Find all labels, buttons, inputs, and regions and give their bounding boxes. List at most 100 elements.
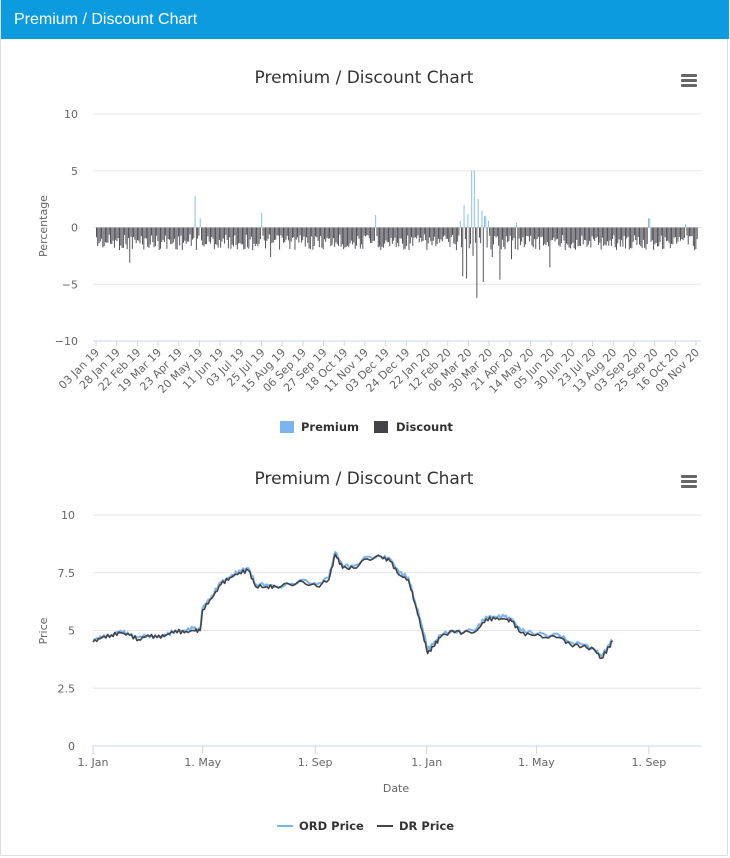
discount-bar[interactable] bbox=[598, 227, 599, 245]
discount-bar[interactable] bbox=[211, 227, 213, 238]
discount-bar[interactable] bbox=[557, 227, 559, 239]
discount-bar[interactable] bbox=[218, 227, 220, 240]
discount-bar[interactable] bbox=[313, 227, 315, 246]
discount-bar[interactable] bbox=[400, 227, 402, 239]
discount-bar[interactable] bbox=[291, 227, 293, 238]
discount-bar[interactable] bbox=[642, 227, 644, 240]
discount-bar[interactable] bbox=[505, 227, 507, 237]
discount-bar[interactable] bbox=[475, 227, 477, 243]
discount-bar[interactable] bbox=[370, 227, 371, 243]
premium-bar[interactable] bbox=[375, 215, 377, 228]
discount-bar[interactable] bbox=[466, 227, 468, 279]
discount-bar[interactable] bbox=[662, 227, 664, 250]
discount-bar[interactable] bbox=[639, 227, 640, 245]
discount-bar[interactable] bbox=[169, 227, 170, 240]
discount-bar[interactable] bbox=[420, 227, 421, 238]
discount-bar[interactable] bbox=[539, 227, 541, 250]
discount-bar[interactable] bbox=[215, 227, 217, 245]
discount-bar[interactable] bbox=[181, 227, 183, 250]
discount-bar[interactable] bbox=[338, 227, 339, 246]
discount-bar[interactable] bbox=[270, 227, 272, 258]
discount-bar[interactable] bbox=[263, 227, 265, 241]
discount-bar[interactable] bbox=[528, 227, 530, 242]
discount-bar[interactable] bbox=[131, 227, 133, 249]
discount-bar[interactable] bbox=[233, 227, 234, 247]
discount-bar[interactable] bbox=[135, 227, 137, 244]
discount-bar[interactable] bbox=[245, 227, 247, 235]
discount-bar[interactable] bbox=[136, 227, 138, 241]
discount-bar[interactable] bbox=[680, 227, 681, 241]
discount-bar[interactable] bbox=[404, 227, 406, 249]
discount-bar[interactable] bbox=[335, 227, 337, 243]
discount-bar[interactable] bbox=[97, 227, 99, 247]
discount-bar[interactable] bbox=[425, 227, 427, 241]
discount-bar[interactable] bbox=[665, 227, 667, 242]
discount-bar[interactable] bbox=[117, 227, 119, 239]
discount-bar[interactable] bbox=[430, 227, 432, 242]
discount-bar[interactable] bbox=[636, 227, 638, 245]
discount-bar[interactable] bbox=[668, 227, 670, 243]
discount-bar[interactable] bbox=[174, 227, 176, 239]
discount-bar[interactable] bbox=[687, 227, 689, 245]
discount-bar[interactable] bbox=[373, 227, 375, 241]
discount-bar[interactable] bbox=[243, 227, 245, 250]
discount-bar[interactable] bbox=[266, 227, 268, 241]
discount-bar[interactable] bbox=[489, 227, 491, 236]
discount-bar[interactable] bbox=[318, 227, 320, 248]
discount-bar[interactable] bbox=[262, 227, 264, 236]
discount-bar[interactable] bbox=[372, 227, 374, 241]
discount-bar[interactable] bbox=[156, 227, 158, 236]
discount-bar[interactable] bbox=[559, 227, 561, 247]
discount-bar[interactable] bbox=[110, 227, 111, 244]
discount-bar[interactable] bbox=[231, 227, 233, 245]
discount-bar[interactable] bbox=[203, 227, 205, 247]
discount-bar[interactable] bbox=[604, 227, 606, 245]
discount-bar[interactable] bbox=[212, 227, 214, 239]
discount-bar[interactable] bbox=[115, 227, 117, 240]
discount-bar[interactable] bbox=[277, 227, 279, 236]
discount-bar[interactable] bbox=[408, 227, 410, 250]
discount-bar[interactable] bbox=[630, 227, 632, 248]
discount-bar[interactable] bbox=[258, 227, 260, 244]
discount-bar[interactable] bbox=[541, 227, 543, 237]
discount-bar[interactable] bbox=[133, 227, 135, 238]
discount-bar[interactable] bbox=[694, 227, 696, 251]
discount-bar[interactable] bbox=[689, 227, 690, 237]
discount-bar[interactable] bbox=[535, 227, 537, 249]
discount-bar[interactable] bbox=[418, 227, 420, 243]
discount-bar[interactable] bbox=[198, 227, 200, 236]
premium-bar[interactable] bbox=[485, 216, 487, 228]
discount-bar[interactable] bbox=[229, 227, 231, 238]
legend-item-ord-price[interactable]: ORD Price bbox=[277, 819, 364, 833]
discount-bar[interactable] bbox=[613, 227, 615, 236]
discount-bar[interactable] bbox=[537, 227, 539, 237]
discount-bar[interactable] bbox=[584, 227, 585, 240]
discount-bar[interactable] bbox=[130, 227, 132, 237]
chart-menu-icon[interactable] bbox=[681, 74, 697, 87]
discount-bar[interactable] bbox=[645, 227, 647, 250]
discount-bar[interactable] bbox=[618, 227, 620, 240]
discount-bar[interactable] bbox=[238, 227, 240, 244]
discount-bar[interactable] bbox=[476, 227, 478, 298]
discount-bar[interactable] bbox=[550, 227, 552, 241]
discount-bar[interactable] bbox=[610, 227, 612, 246]
discount-bar[interactable] bbox=[276, 227, 278, 236]
discount-bar[interactable] bbox=[623, 227, 625, 236]
discount-bar[interactable] bbox=[692, 227, 694, 246]
discount-bar[interactable] bbox=[653, 227, 655, 250]
discount-bar[interactable] bbox=[439, 227, 441, 243]
discount-bar[interactable] bbox=[147, 227, 149, 247]
discount-bar[interactable] bbox=[612, 227, 614, 240]
discount-bar[interactable] bbox=[437, 227, 439, 239]
discount-bar[interactable] bbox=[163, 227, 165, 243]
discount-bar[interactable] bbox=[567, 227, 569, 245]
discount-bar[interactable] bbox=[414, 227, 416, 238]
discount-bar[interactable] bbox=[239, 227, 241, 243]
discount-bar[interactable] bbox=[165, 227, 167, 236]
discount-bar[interactable] bbox=[99, 227, 101, 242]
discount-bar[interactable] bbox=[358, 227, 360, 239]
discount-bar[interactable] bbox=[580, 227, 582, 247]
discount-bar[interactable] bbox=[285, 227, 287, 240]
discount-bar[interactable] bbox=[259, 227, 261, 240]
discount-bar[interactable] bbox=[295, 227, 297, 240]
